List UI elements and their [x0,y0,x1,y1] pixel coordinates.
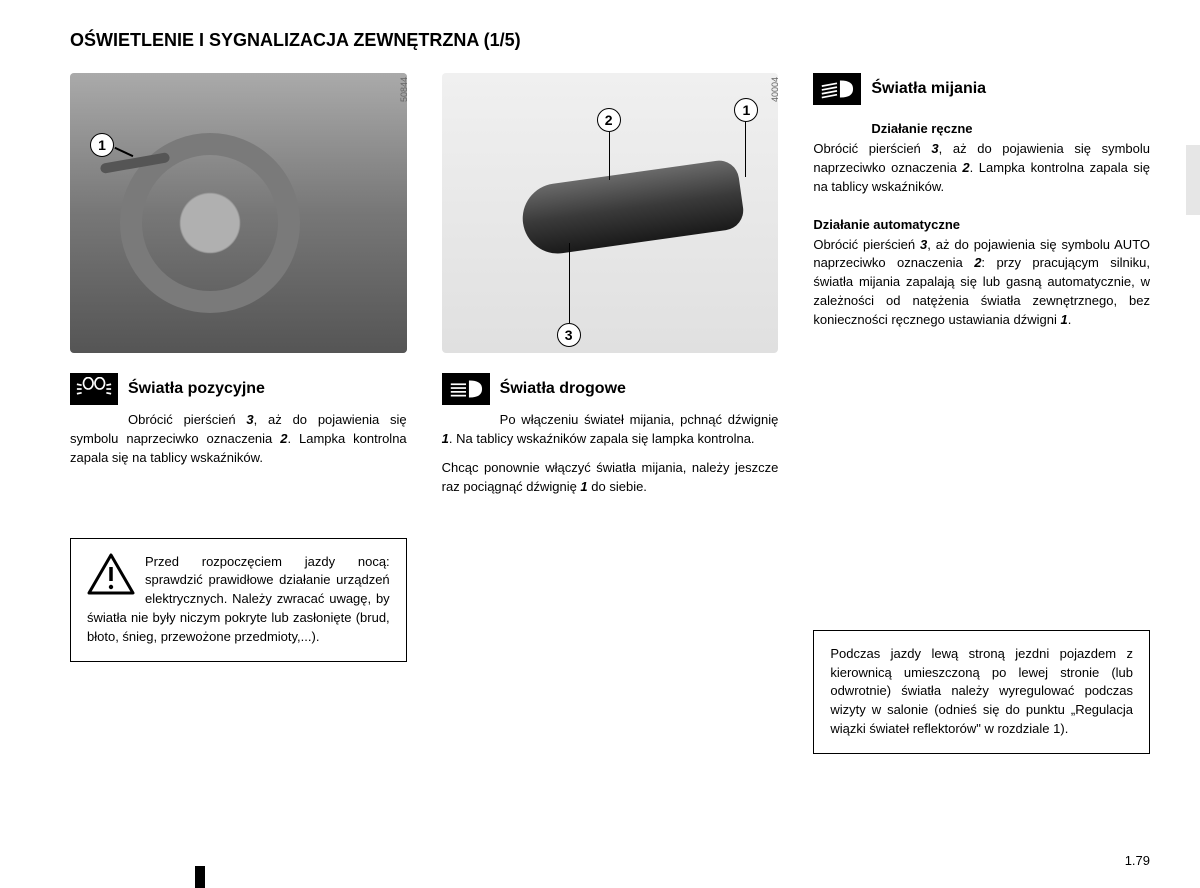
column-2: 40004 1 2 3 Światła dr [442,73,779,754]
figure-2-code: 40004 [770,77,780,102]
side-tab [1186,145,1200,215]
bottom-mark [195,866,205,888]
main-beam-icon [442,373,490,405]
callout-fig2-2-line [609,132,611,180]
page-title: OŚWIETLENIE I SYGNALIZACJA ZEWNĘTRZNA (1… [70,30,1150,51]
figure-1-image [70,73,407,353]
section-main-beam: Światła drogowe [442,373,779,405]
main-beam-text-2: Chcąc ponownie włączyć światła mijania, … [442,459,779,497]
callout-fig2-1-line [745,122,747,177]
content-columns: 50844 1 Świa [70,73,1150,754]
callout-fig2-3: 3 [557,323,581,347]
manual-subtitle: Działanie ręczne [871,121,1150,136]
figure-control-stalk: 40004 1 2 3 [442,73,779,353]
regulation-info-text: Podczas jazdy lewą stroną jezdni pojazde… [830,646,1133,736]
parking-lights-title: Światła pozycyjne [128,373,265,398]
section-dipped-beam: Światła mijania [813,73,1150,105]
parking-lights-icon [70,373,118,405]
warning-box: Przed rozpoczęciem jazdy nocą: sprawdzić… [70,538,407,662]
callout-fig2-2: 2 [597,108,621,132]
manual-text: Obrócić pierścień 3, aż do pojawienia si… [813,140,1150,197]
column-1: 50844 1 Świa [70,73,407,754]
main-beam-title: Światła drogowe [500,373,626,398]
column-3: Światła mijania Działanie ręczne Obrócić… [813,73,1150,754]
page-number: 1.79 [1125,853,1150,868]
figure-1-code: 50844 [399,77,409,102]
section-parking-lights: Światła pozycyjne [70,373,407,405]
figure-steering-wheel: 50844 1 [70,73,407,353]
auto-text: Obrócić pierścień 3, aż do pojawienia si… [813,236,1150,330]
callout-fig2-3-line [569,243,571,323]
main-beam-text-1: Po włączeniu świateł mijania, pchnąć dźw… [442,411,779,449]
regulation-info-box: Podczas jazdy lewą stroną jezdni pojazde… [813,630,1150,754]
dipped-beam-title: Światła mijania [871,73,986,98]
callout-1: 1 [90,133,114,157]
dipped-beam-icon [813,73,861,105]
auto-subtitle: Działanie automatyczne [813,217,1150,232]
parking-lights-text: Obrócić pierścień 3, aż do pojawienia si… [70,411,407,468]
warning-icon [87,553,135,597]
